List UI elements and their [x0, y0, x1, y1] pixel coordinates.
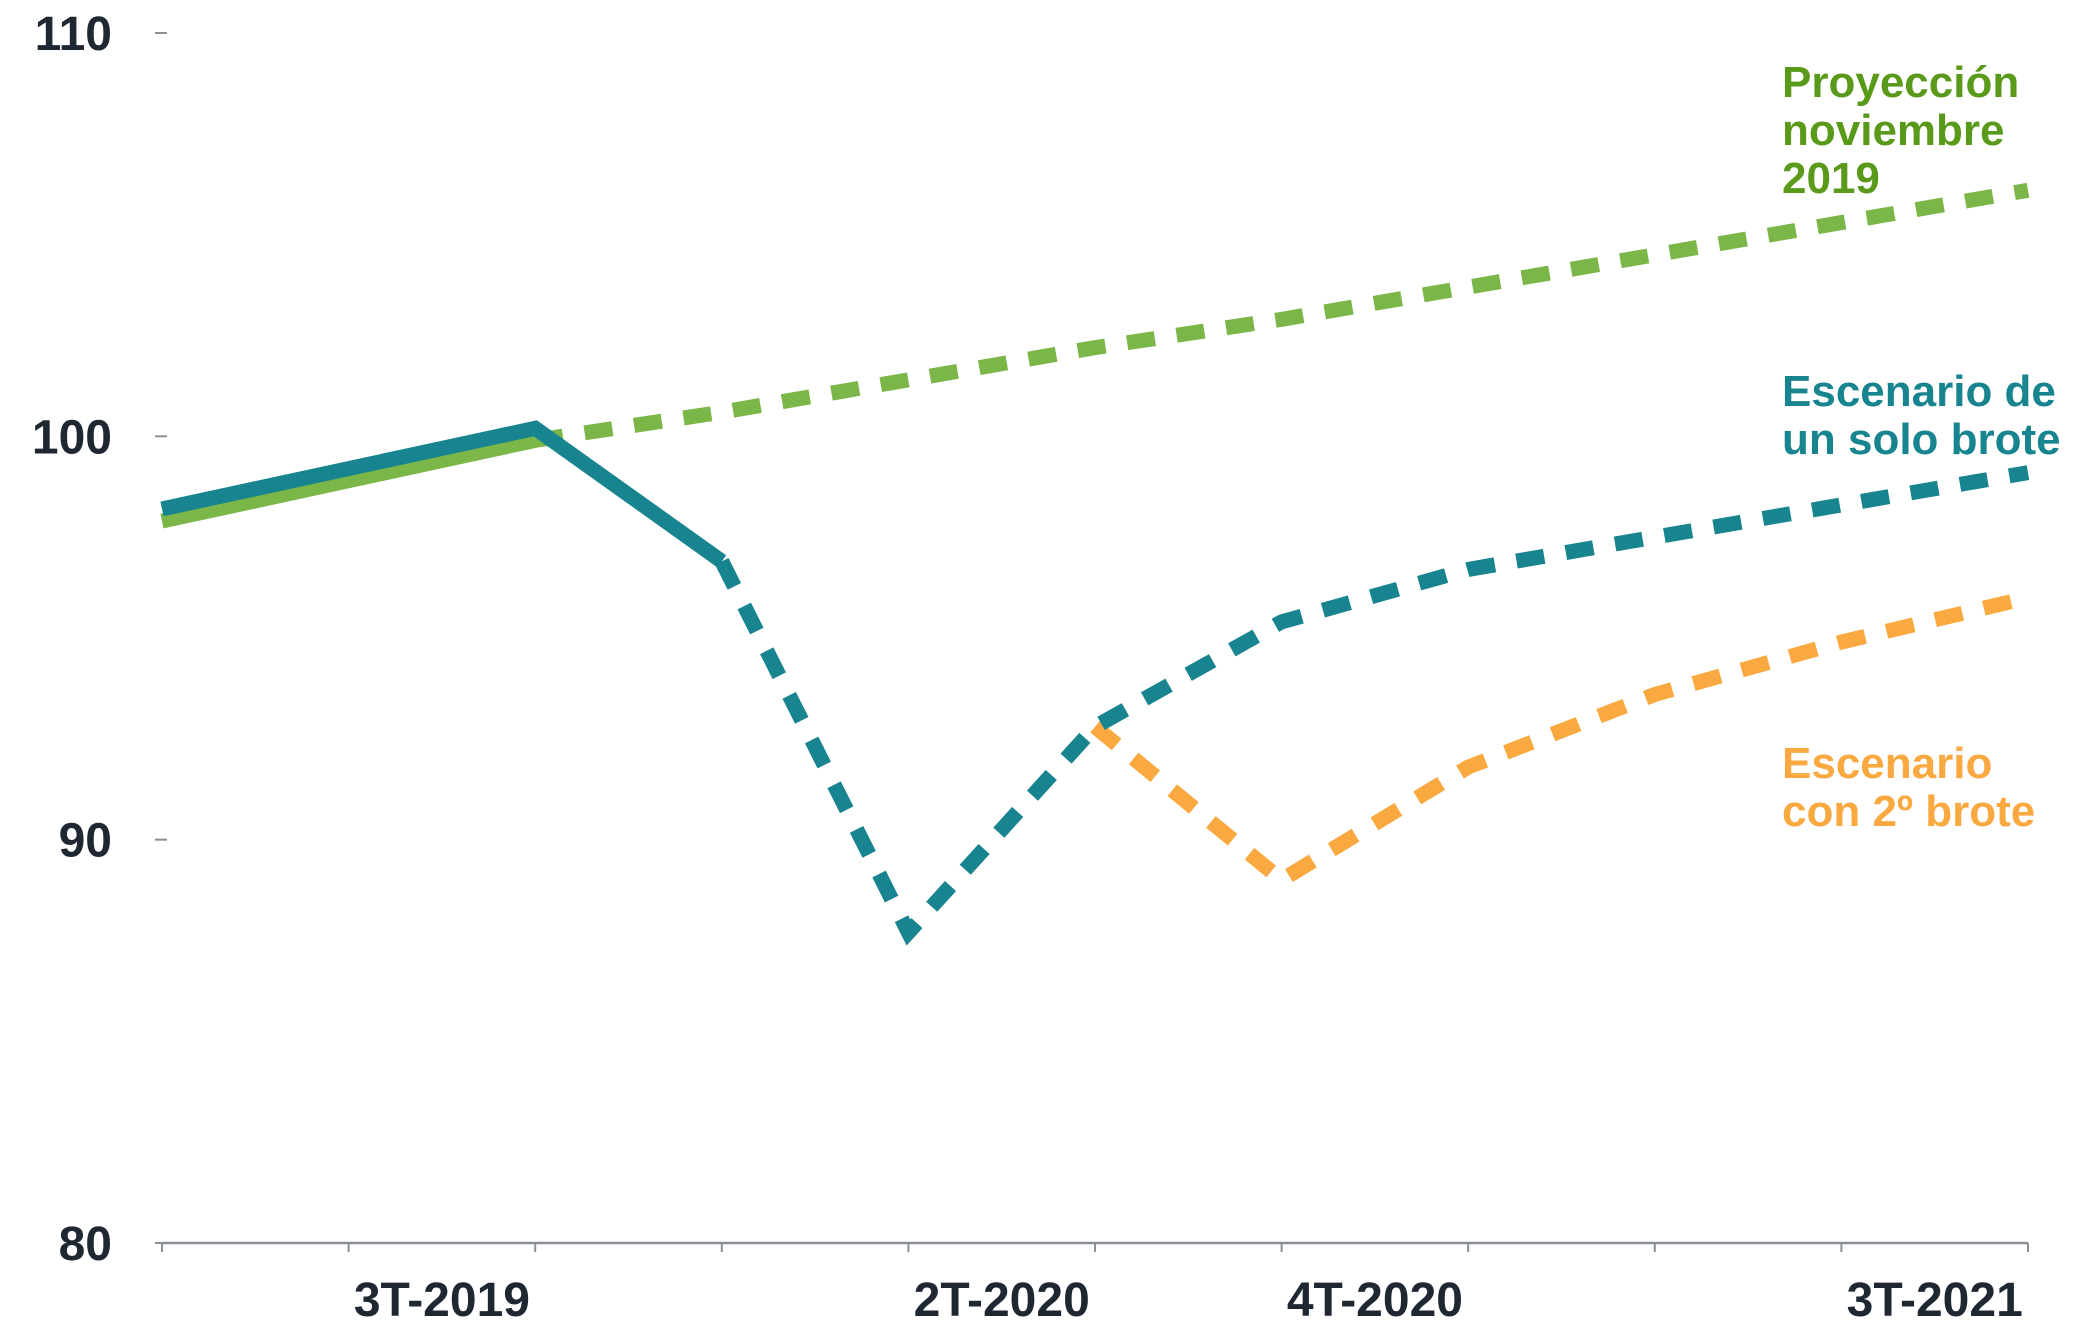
series-escenario-con-2-brote: [1090, 590, 2030, 890]
y-tick-label: 100: [32, 411, 112, 464]
series-escenario-de-un-solo-brote: [160, 420, 2030, 946]
series-label-line: 2019: [1782, 154, 1880, 203]
series-group: [160, 182, 2030, 946]
x-tick-label: 4T-2020: [1287, 1274, 1463, 1327]
series-label: Proyección noviembre 2019: [1782, 58, 2019, 203]
series-label: Escenario con 2º brote: [1782, 739, 2035, 836]
y-axis: 80 90 100 110: [32, 8, 167, 1271]
dashed-segment: [715, 465, 2030, 946]
series-label-line: Proyección: [1782, 58, 2019, 107]
series-label-line: un solo brote: [1782, 415, 2061, 464]
x-tick-label: 3T-2019: [354, 1274, 530, 1327]
series-labels: Proyección noviembre 2019 Escenario de un so…: [1782, 58, 2061, 836]
dashed-segment: [534, 182, 2030, 448]
series-label-line: Escenario de: [1782, 367, 2056, 416]
y-tick-label: 80: [59, 1218, 112, 1271]
x-tick-label: 3T-2021: [1847, 1274, 2023, 1327]
series-label: Escenario de un solo brote: [1782, 367, 2061, 464]
x-axis: 3T-2019 2T-2020 4T-2020 3T-2021: [161, 1241, 2029, 1327]
solid-segment: [160, 433, 537, 529]
y-tick-label: 110: [35, 8, 112, 61]
dashed-segment: [1090, 590, 2030, 890]
series-label-line: noviembre: [1782, 106, 2005, 155]
series-label-line: con 2º brote: [1782, 787, 2035, 836]
solid-segment: [160, 420, 727, 568]
y-tick-label: 90: [59, 815, 112, 868]
series-proyecci-n-noviembre-2019: [160, 182, 2030, 529]
series-label-line: Escenario: [1782, 739, 1992, 788]
x-tick-label: 2T-2020: [914, 1274, 1090, 1327]
